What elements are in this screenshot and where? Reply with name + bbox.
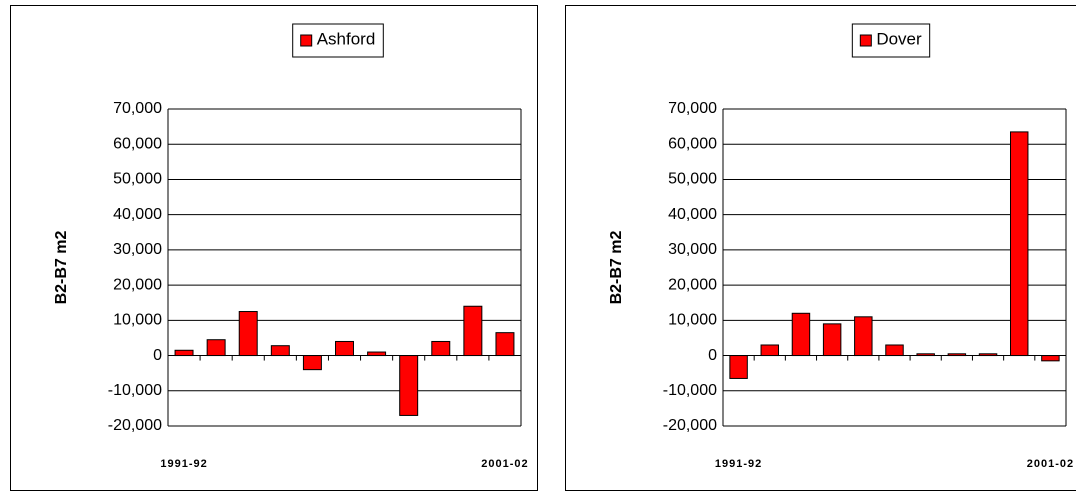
bar [760,344,780,357]
y-tick-label: 40,000 [668,206,717,223]
bar [791,312,811,357]
bar [399,355,419,416]
y-tick-label: 70,000 [113,100,162,117]
bar [270,345,290,357]
y-tick-label: -20,000 [108,417,162,434]
bar [495,332,515,357]
y-tick-label: 10,000 [668,312,717,329]
bar [729,355,748,379]
legend-box [851,23,931,58]
bar [174,349,194,357]
y-tick-label: 70,000 [668,100,717,117]
y-tick-label: -10,000 [663,382,717,399]
bar [947,353,967,357]
bar [854,316,873,357]
bar [916,353,935,357]
bar [885,344,904,357]
bar [302,355,322,371]
y-tick-label: 0 [153,347,162,364]
x-tick-label: 2001-02 [1027,458,1074,470]
y-tick-label: 50,000 [668,171,717,188]
y-tick-label: 40,000 [113,206,162,223]
x-tick-label: 1991-92 [715,458,762,470]
y-tick-label: 20,000 [668,276,717,293]
y-tick-label: 10,000 [113,312,162,329]
y-tick-label: 0 [708,347,717,364]
y-tick-label: 30,000 [668,241,717,258]
y-tick-label: 20,000 [113,276,162,293]
y-tick-label: 60,000 [668,135,717,152]
y-axis-title: B2-B7 m2 [53,231,70,305]
legend-swatch [859,34,872,47]
bar [335,340,354,357]
bar [822,323,842,357]
bar [978,353,998,357]
bar [367,351,387,357]
chart-frame [10,5,538,491]
y-tick-label: -20,000 [663,417,717,434]
legend-label: Ashford [317,29,376,48]
bar [1009,131,1029,357]
y-tick-label: 30,000 [113,241,162,258]
bar [238,311,258,357]
y-axis-title: B2-B7 m2 [608,231,625,305]
legend-swatch [300,34,313,47]
bar [463,305,483,357]
y-tick-label: 60,000 [113,135,162,152]
x-tick-label: 2001-02 [481,458,528,470]
y-tick-label: 50,000 [113,171,162,188]
bar [431,340,451,357]
bar [1041,355,1060,362]
chart-frame [565,5,1076,491]
bar [206,339,226,357]
legend-label: Dover [876,29,922,48]
y-tick-label: -10,000 [108,382,162,399]
x-tick-label: 1991-92 [160,458,207,470]
